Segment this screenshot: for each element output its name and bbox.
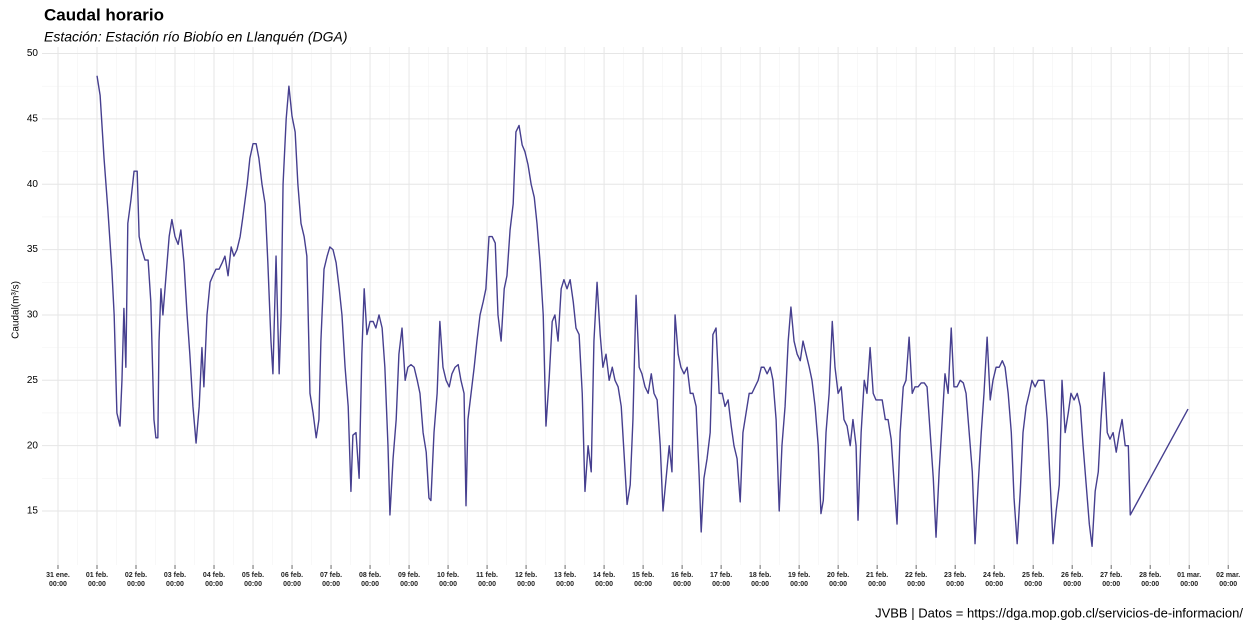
y-tick-label: 25 xyxy=(27,375,39,386)
y-tick-label: 20 xyxy=(27,440,39,451)
caption: JVBB | Datos = https://dga.mop.gob.cl/se… xyxy=(875,605,1243,620)
x-tick-label: 27 feb. 00:00 xyxy=(1100,572,1123,588)
x-tick-label: 15 feb. 00:00 xyxy=(631,572,655,588)
x-tick-label: 08 feb. 00:00 xyxy=(358,572,382,588)
x-tick-label: 11 feb. 00:00 xyxy=(476,572,498,588)
y-tick-label: 50 xyxy=(27,48,39,59)
y-tick-label: 40 xyxy=(27,179,39,190)
y-tick-label: 35 xyxy=(27,244,39,255)
x-tick-label: 02 feb. 00:00 xyxy=(124,572,148,588)
y-tick-label: 45 xyxy=(27,114,39,125)
x-tick-label: 24 feb. 00:00 xyxy=(983,572,1006,588)
x-tick-label: 01 mar. 00:00 xyxy=(1177,572,1202,588)
chart-title: Caudal horario xyxy=(44,5,164,24)
x-tick-label: 21 feb. 00:00 xyxy=(866,572,889,588)
x-tick-label: 28 feb. 00:00 xyxy=(1139,572,1162,588)
x-tick-label: 07 feb. 00:00 xyxy=(319,572,343,588)
x-tick-label: 31 ene. 00:00 xyxy=(46,572,70,588)
x-tick-label: 09 feb. 00:00 xyxy=(397,572,421,588)
x-tick-label: 04 feb. 00:00 xyxy=(202,572,226,588)
x-tick-label: 01 feb. 00:00 xyxy=(85,572,109,588)
x-tick-label: 14 feb. 00:00 xyxy=(592,572,616,588)
y-tick-label: 30 xyxy=(27,310,39,321)
x-tick-label: 06 feb. 00:00 xyxy=(280,572,304,588)
y-axis-title: Caudal(m³/s) xyxy=(11,281,22,339)
x-tick-label: 05 feb. 00:00 xyxy=(241,572,265,588)
x-tick-label: 03 feb. 00:00 xyxy=(163,572,187,588)
x-tick-label: 18 feb. 00:00 xyxy=(749,572,772,588)
x-tick-label: 13 feb. 00:00 xyxy=(553,572,577,588)
data-line xyxy=(96,75,1189,548)
x-tick-label: 22 feb. 00:00 xyxy=(905,572,928,588)
x-tick-label: 02 mar. 00:00 xyxy=(1216,572,1241,588)
chart-subtitle: Estación: Estación río Biobío en Llanqué… xyxy=(44,29,348,45)
y-tick-label: 15 xyxy=(27,506,39,517)
x-tick-label: 23 feb. 00:00 xyxy=(944,572,967,588)
x-tick-label: 20 feb. 00:00 xyxy=(827,572,850,588)
x-tick-label: 17 feb. 00:00 xyxy=(710,572,733,588)
x-tick-label: 25 feb. 00:00 xyxy=(1022,572,1045,588)
x-tick-label: 19 feb. 00:00 xyxy=(788,572,811,588)
x-tick-label: 10 feb. 00:00 xyxy=(436,572,460,588)
x-tick-label: 26 feb. 00:00 xyxy=(1061,572,1084,588)
x-tick-label: 16 feb. 00:00 xyxy=(670,572,694,588)
x-tick-label: 12 feb. 00:00 xyxy=(514,572,538,588)
